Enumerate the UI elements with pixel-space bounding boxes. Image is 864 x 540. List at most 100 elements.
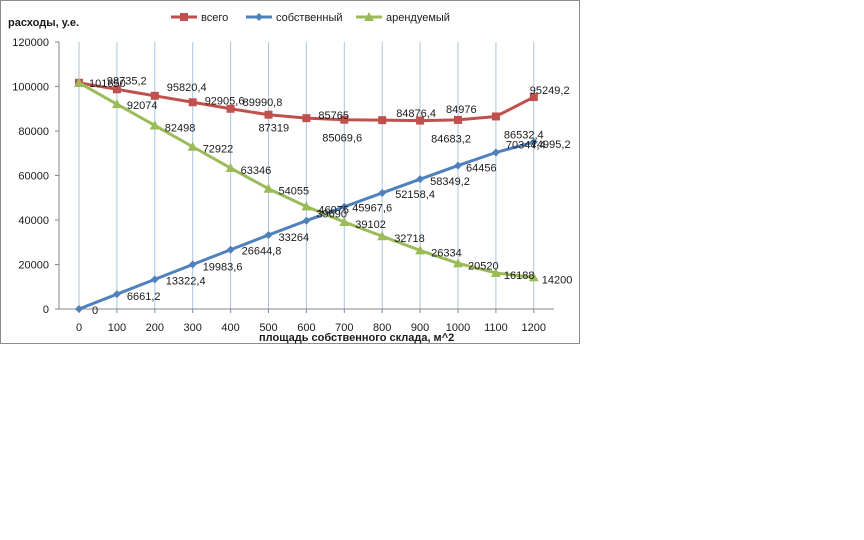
- data-point: [188, 260, 197, 269]
- y-tick-label: 60000: [18, 171, 49, 183]
- x-tick-label: 0: [76, 322, 82, 334]
- x-tick-label: 700: [335, 322, 353, 334]
- data-point: [529, 93, 538, 102]
- data-label: 6661,2: [127, 291, 161, 303]
- x-tick-label: 1000: [446, 322, 470, 334]
- data-label: 98735,2: [107, 75, 147, 87]
- data-point: [529, 138, 538, 147]
- data-label: 101650: [89, 78, 126, 90]
- data-point: [339, 216, 350, 226]
- data-label: 84876,4: [396, 108, 436, 120]
- x-tick-labels: 0 100 200 300 400 500 600 700 800 900 1000 1100 1200: [76, 322, 546, 334]
- data-label: 63346: [241, 165, 272, 177]
- data-point: [340, 115, 349, 124]
- data-point: [416, 116, 425, 125]
- data-label: 39102: [355, 219, 386, 231]
- data-point: [74, 77, 84, 87]
- data-point: [528, 272, 539, 282]
- y-tick-label: 20000: [18, 260, 49, 272]
- data-point: [226, 245, 235, 254]
- data-label: 32718: [394, 233, 425, 245]
- y-tick-label: 100000: [12, 82, 49, 94]
- data-point: [112, 290, 121, 299]
- data-label: 84976: [446, 104, 477, 116]
- data-label: 95249,2: [530, 85, 570, 97]
- data-label: 92074: [127, 100, 158, 112]
- x-tick-label: 200: [146, 322, 164, 334]
- data-label: 26644,8: [242, 246, 282, 258]
- y-axis-title: расходы, у.е.: [8, 17, 79, 29]
- x-tick-label: 600: [297, 322, 315, 334]
- data-point: [150, 91, 159, 100]
- data-point: [149, 120, 160, 130]
- data-label: 92905,6: [205, 95, 245, 107]
- data-label: 45967,6: [352, 203, 392, 215]
- x-tick-label: 400: [221, 322, 239, 334]
- x-tick-label: 500: [259, 322, 277, 334]
- data-point: [187, 141, 198, 151]
- data-point: [364, 12, 374, 21]
- data-point: [112, 85, 121, 94]
- data-label: 54055: [279, 186, 310, 198]
- y-tick-label: 40000: [18, 215, 49, 227]
- data-point: [453, 258, 463, 268]
- data-label: 46075: [318, 204, 349, 216]
- data-label: 20520: [468, 260, 499, 272]
- data-point: [111, 99, 122, 109]
- data-point: [454, 115, 462, 124]
- data-label: 39690: [316, 209, 347, 221]
- x-tick-label: 800: [373, 322, 391, 334]
- data-point: [416, 175, 425, 184]
- data-point: [263, 183, 274, 193]
- data-label: 89990,8: [243, 97, 283, 109]
- data-label: 64456: [466, 163, 497, 175]
- data-label: 85069,6: [322, 133, 362, 145]
- data-label: 58349,2: [430, 176, 470, 188]
- data-label: 52158,4: [395, 189, 435, 201]
- data-label: 74995,2: [531, 139, 571, 151]
- data-label: 95820,4: [167, 82, 207, 94]
- legend-label: арендуемый: [386, 12, 450, 24]
- legend: всего собственный арендуемый: [171, 12, 450, 24]
- data-point: [491, 112, 500, 121]
- x-tick-label: 1100: [484, 322, 508, 334]
- data-label: 26334: [431, 247, 462, 259]
- line-chart: расходы, у.е. площадь собственного склад…: [8, 12, 572, 344]
- x-tick-label: 900: [411, 322, 429, 334]
- data-point: [188, 98, 197, 107]
- data-label: 16188: [504, 270, 535, 282]
- data-label: 0: [92, 305, 98, 317]
- data-label: 84683,2: [431, 134, 471, 146]
- data-point: [302, 114, 311, 123]
- data-label: 14200: [542, 274, 573, 286]
- chart-area: расходы, у.е. площадь собственного склад…: [0, 0, 580, 344]
- x-tick-label: 1200: [522, 322, 546, 334]
- data-point: [340, 202, 349, 211]
- x-tick-label: 100: [108, 322, 126, 334]
- x-tick-label: 300: [184, 322, 202, 334]
- data-point: [377, 231, 388, 241]
- data-point: [454, 161, 462, 170]
- data-point: [378, 116, 387, 125]
- data-point: [264, 110, 273, 119]
- data-label: 85765: [318, 110, 349, 122]
- data-point: [150, 275, 159, 284]
- data-point: [491, 148, 500, 157]
- data-point: [378, 188, 387, 197]
- data-label: 33264: [279, 232, 310, 244]
- y-tick-label: 0: [43, 304, 49, 316]
- series-group: [74, 77, 539, 313]
- data-point: [226, 104, 235, 113]
- data-point: [255, 13, 263, 21]
- y-tick-label: 120000: [12, 37, 49, 49]
- legend-label: всего: [201, 12, 228, 24]
- data-point: [490, 267, 501, 277]
- data-point: [264, 230, 273, 239]
- data-point: [301, 201, 312, 211]
- axes: [55, 41, 554, 313]
- data-point: [225, 163, 236, 173]
- data-label: 70344,4: [506, 139, 546, 151]
- data-label: 82498: [165, 122, 196, 134]
- y-tick-label: 80000: [18, 126, 49, 138]
